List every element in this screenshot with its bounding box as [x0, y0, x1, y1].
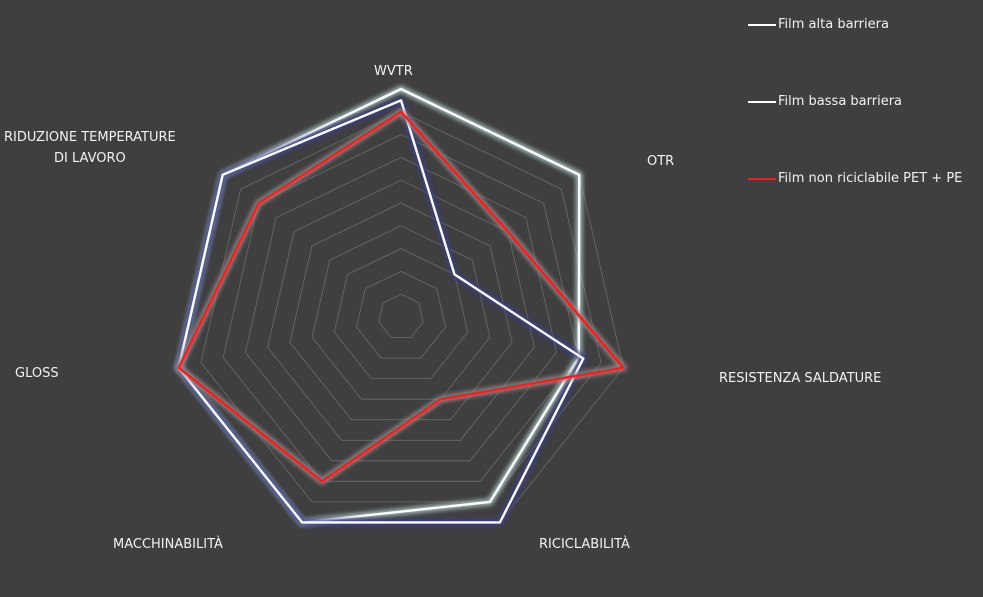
grid-ring-7	[244, 156, 558, 462]
grid-ring-4	[311, 225, 491, 400]
legend-swatch-film-bassa-barriera	[748, 101, 776, 103]
series-line-film-non-riciclabile-pet-pe	[177, 110, 625, 483]
grid-ring-3	[333, 248, 469, 380]
axis-label-wvtr: WVTR	[374, 64, 413, 79]
grid-ring-6	[267, 179, 535, 441]
axis-label-gloss: GLOSS	[15, 366, 59, 381]
grid-ring-5	[289, 202, 513, 421]
axis-label-macchinabilita: MACCHINABILITÀ	[113, 537, 223, 552]
axis-label-resistenza-saldature: RESISTENZA SALDATURE	[719, 371, 882, 386]
grid-ring-2	[356, 270, 446, 359]
series-layer	[175, 85, 627, 526]
axis-label-otr: OTR	[647, 154, 675, 169]
legend-label-film-non-riciclabile: Film non riciclabile PET + PE	[778, 171, 963, 186]
grid-ring-1	[378, 293, 424, 338]
legend-label-film-bassa-barriera: Film bassa barriera	[778, 94, 903, 109]
legend-swatch-film-non-riciclabile	[748, 178, 776, 180]
grid-ring-8	[222, 134, 580, 482]
grid-ring-9	[200, 111, 602, 503]
grid-ring-10	[178, 88, 624, 523]
legend-swatch-film-alta-barriera	[748, 24, 776, 26]
axis-label-riduzione-temperature: RIDUZIONE TEMPERATURE DI LAVORO	[4, 130, 176, 166]
legend-label-film-alta-barriera: Film alta barriera	[778, 17, 889, 32]
axis-label-riciclabilita: RICICLABILITÀ	[539, 537, 630, 552]
series-line-film-bassa-barriera	[177, 99, 585, 524]
radar-grid	[178, 88, 624, 523]
series-glow-film-alta-barriera	[175, 85, 583, 526]
